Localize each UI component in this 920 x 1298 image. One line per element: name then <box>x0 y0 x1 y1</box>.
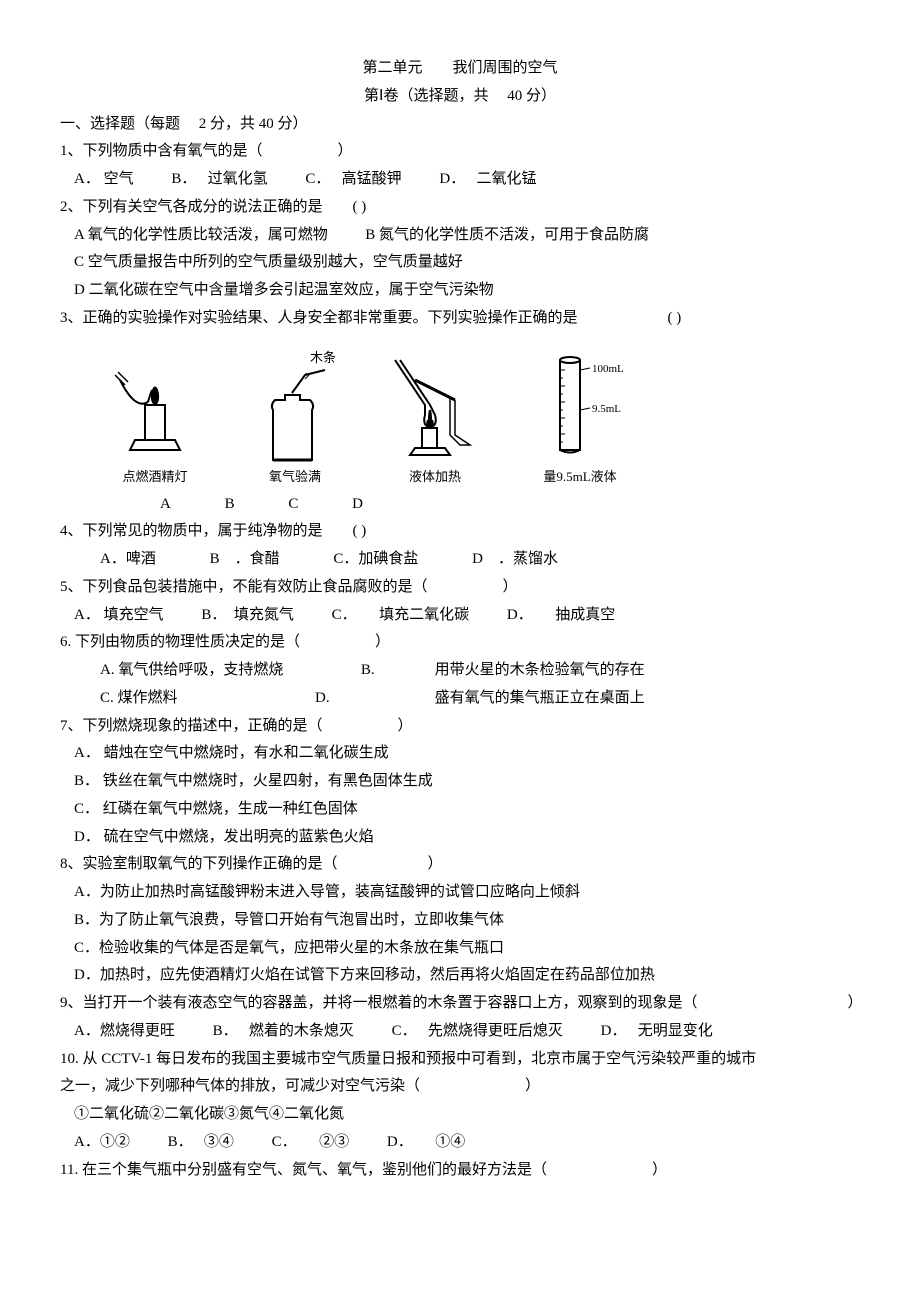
q3-fig-a-label: 点燃酒精灯 <box>122 465 187 489</box>
q3-fig-b-toplabel: 木条 <box>310 346 336 370</box>
q3-fig-d-100ml: 100mL <box>592 363 624 375</box>
q2-option-d: D 二氧化碳在空气中含量增多会引起温室效应，属于空气污染物 <box>60 277 860 305</box>
q3-abcd-c: C <box>288 496 298 512</box>
q10-option-c: C． ②③ <box>272 1134 350 1150</box>
q4-stem: 4、下列常见的物质中，属于纯净物的是 ( ) <box>60 518 860 546</box>
doc-subtitle: 第Ⅰ卷（选择题，共 40 分） <box>60 83 860 111</box>
q6-option-d: D. 盛有氧气的集气瓶正立在桌面上 <box>315 690 645 706</box>
q3-abcd-b: B <box>225 496 235 512</box>
q3-fig-d-label: 量9.5mL液体 <box>543 465 616 489</box>
q10-stem-1: 10. 从 CCTV-1 每日发布的我国主要城市空气质量日报和预报中可看到，北京… <box>60 1046 860 1074</box>
q10-stem-2: 之一，减少下列哪种气体的排放，可减少对空气污染（ ） <box>60 1073 860 1101</box>
q4-options: A．啤酒 B ．食醋 C．加碘食盐 D ．蒸馏水 <box>60 546 860 574</box>
q10-option-d: D． ①④ <box>387 1134 465 1150</box>
q5-option-b: B． 填充氮气 <box>201 607 294 623</box>
section-1-header: 一、选择题（每题 2 分，共 40 分） <box>60 111 860 139</box>
q1-stem: 1、下列物质中含有氧气的是（ ） <box>60 138 860 166</box>
q1-options: A． 空气 B． 过氧化氢 C． 高锰酸钾 D． 二氧化锰 <box>60 166 860 194</box>
q2-option-b: B 氮气的化学性质不活泼，可用于食品防腐 <box>365 227 649 243</box>
q2-stem: 2、下列有关空气各成分的说法正确的是 ( ) <box>60 194 860 222</box>
q9-option-a: A．燃烧得更旺 <box>74 1023 175 1039</box>
q3-abcd: A B C D <box>60 491 860 519</box>
q3-fig-b: 木条 氧气验满 <box>245 341 345 489</box>
q5-option-a: A． 填充空气 <box>74 607 164 623</box>
q8-option-a: A．为防止加热时高锰酸钾粉末进入导管，装高锰酸钾的试管口应略向上倾斜 <box>60 879 860 907</box>
q1-option-a: A． 空气 <box>74 171 134 187</box>
q3-fig-d-95ml: 9.5mL <box>592 403 621 415</box>
q3-figures: 点燃酒精灯 木条 氧气验满 液体加热 <box>60 333 860 491</box>
q8-option-b: B．为了防止氧气浪费，导管口开始有气泡冒出时，立即收集气体 <box>60 907 860 935</box>
q9-option-b: B． 燃着的木条熄灭 <box>213 1023 354 1039</box>
q3-fig-b-label: 氧气验满 <box>269 465 321 489</box>
q6-stem: 6. 下列由物质的物理性质决定的是（ ） <box>60 629 860 657</box>
q7-option-c: C． 红磷在氧气中燃烧，生成一种红色固体 <box>60 796 860 824</box>
q1-option-d: D． 二氧化锰 <box>439 171 536 187</box>
q1-option-b: B． 过氧化氢 <box>171 171 267 187</box>
q10-option-a: A．①② <box>74 1134 130 1150</box>
q7-stem: 7、下列燃烧现象的描述中，正确的是（ ） <box>60 713 860 741</box>
q6-option-c: C. 煤作燃料 <box>100 690 178 706</box>
q3-fig-d: 100mL 9.5mL 量9.5mL液体 <box>525 350 635 489</box>
q6-row-ab: A. 氧气供给呼吸，支持燃烧 B. 用带火星的木条检验氧气的存在 <box>60 657 860 685</box>
q10-choices-text: ①二氧化硫②二氧化碳③氮气④二氧化氮 <box>60 1101 860 1129</box>
q9-option-c: C． 先燃烧得更旺后熄灭 <box>392 1023 563 1039</box>
q9-stem: 9、当打开一个装有液态空气的容器盖，并将一根燃着的木条置于容器口上方，观察到的现… <box>60 990 860 1018</box>
q7-option-b: B． 铁丝在氧气中燃烧时，火星四射，有黑色固体生成 <box>60 768 860 796</box>
q6-option-a: A. 氧气供给呼吸，支持燃烧 <box>100 662 283 678</box>
q4-option-d: D ．蒸馏水 <box>472 551 558 567</box>
q11-stem: 11. 在三个集气瓶中分别盛有空气、氮气、氧气，鉴别他们的最好方法是（ ） <box>60 1157 860 1185</box>
q3-abcd-d: D <box>352 496 363 512</box>
q4-option-a: A．啤酒 <box>100 551 156 567</box>
q2-row-ab: A 氧气的化学性质比较活泼，属可燃物 B 氮气的化学性质不活泼，可用于食品防腐 <box>60 222 860 250</box>
q3-fig-c-label: 液体加热 <box>409 465 461 489</box>
q2-option-a: A 氧气的化学性质比较活泼，属可燃物 <box>74 227 328 243</box>
q5-option-c: C． 填充二氧化碳 <box>332 607 470 623</box>
q1-option-c: C． 高锰酸钾 <box>305 171 401 187</box>
q3-stem: 3、正确的实验操作对实验结果、人身安全都非常重要。下列实验操作正确的是 ( ) <box>60 305 860 333</box>
q7-option-a: A． 蜡烛在空气中燃烧时，有水和二氧化碳生成 <box>60 740 860 768</box>
q8-stem: 8、实验室制取氧气的下列操作正确的是（ ） <box>60 851 860 879</box>
q5-stem: 5、下列食品包装措施中，不能有效防止食品腐败的是（ ） <box>60 574 860 602</box>
q9-options: A．燃烧得更旺 B． 燃着的木条熄灭 C． 先燃烧得更旺后熄灭 D． 无明显变化 <box>60 1018 860 1046</box>
q10-option-b: B． ③④ <box>168 1134 234 1150</box>
q2-option-c: C 空气质量报告中所列的空气质量级别越大，空气质量越好 <box>60 249 860 277</box>
doc-title: 第二单元 我们周围的空气 <box>60 55 860 83</box>
q3-fig-a: 点燃酒精灯 <box>100 350 210 489</box>
q6-row-cd: C. 煤作燃料 D. 盛有氧气的集气瓶正立在桌面上 <box>60 685 860 713</box>
q6-option-b: B. 用带火星的木条检验氧气的存在 <box>361 662 645 678</box>
q10-options: A．①② B． ③④ C． ②③ D． ①④ <box>60 1129 860 1157</box>
q3-abcd-a: A <box>160 496 171 512</box>
q4-option-c: C．加碘食盐 <box>333 551 418 567</box>
q4-option-b: B ．食醋 <box>210 551 280 567</box>
q7-option-d: D． 硫在空气中燃烧，发出明亮的蓝紫色火焰 <box>60 824 860 852</box>
q5-options: A． 填充空气 B． 填充氮气 C． 填充二氧化碳 D． 抽成真空 <box>60 602 860 630</box>
q9-option-d: D． 无明显变化 <box>601 1023 713 1039</box>
q8-option-d: D．加热时，应先使酒精灯火焰在试管下方来回移动，然后再将火焰固定在药品部位加热 <box>60 962 860 990</box>
q5-option-d: D． 抽成真空 <box>507 607 615 623</box>
q8-option-c: C．检验收集的气体是否是氧气，应把带火星的木条放在集气瓶口 <box>60 935 860 963</box>
q3-fig-c: 液体加热 <box>380 350 490 489</box>
